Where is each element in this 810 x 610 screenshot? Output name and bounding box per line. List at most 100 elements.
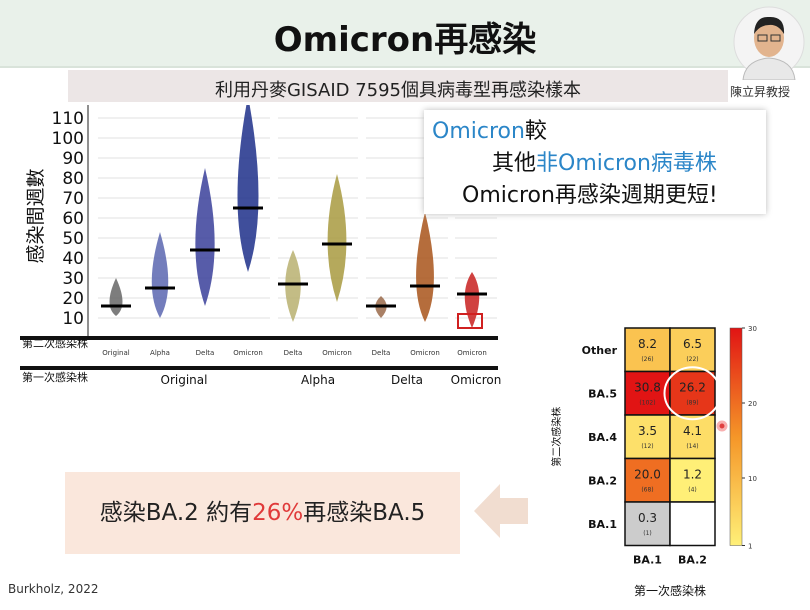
title-bar — [0, 0, 810, 68]
strain-label: Omicron — [410, 349, 440, 357]
cell-value: 0.3 — [638, 511, 657, 525]
cell-value: 20.0 — [634, 468, 661, 482]
arrow — [474, 484, 528, 538]
colorbar-tick-label: 30 — [748, 325, 757, 333]
subtitle-bar — [68, 70, 728, 102]
cell-count: (1) — [643, 530, 652, 537]
citation: Burkholz, 2022 — [8, 582, 99, 596]
median-bar — [145, 286, 175, 290]
cell-count: (14) — [686, 443, 698, 450]
swarm — [327, 174, 347, 302]
y-tick-label: 60 — [62, 209, 84, 229]
median-bar — [457, 292, 487, 296]
axis-bar — [20, 336, 498, 340]
col-label: BA.1 — [633, 554, 662, 567]
group-label: Alpha — [301, 373, 335, 387]
cell-count: (68) — [641, 487, 653, 494]
axis-bar — [20, 366, 498, 370]
conclusion-text: 再感染BA.5 — [303, 500, 426, 526]
strain-label: Delta — [284, 349, 303, 357]
strain-label: Delta — [196, 349, 215, 357]
colorbar-tick-label: 1 — [748, 543, 752, 551]
y-axis-label: 感染間週數 — [25, 168, 47, 263]
median-bar — [366, 304, 396, 308]
strain-label: Original — [102, 349, 129, 357]
cell-count: (89) — [686, 400, 698, 407]
y-tick-label: 80 — [62, 169, 84, 189]
cell-value: 1.2 — [683, 468, 702, 482]
y-tick-label: 110 — [52, 109, 84, 129]
cell — [669, 501, 716, 547]
colorbar — [729, 327, 743, 546]
cell-value: 30.8 — [634, 381, 661, 395]
group-label: Original — [161, 373, 208, 387]
col-label: BA.2 — [678, 554, 707, 567]
pointer — [716, 420, 728, 432]
median-bar — [322, 242, 352, 246]
median-bar — [278, 282, 308, 286]
subtitle: 利用丹麥GISAID 7595個具病毒型再感染樣本 — [214, 80, 582, 101]
title: Omicron再感染 — [273, 20, 537, 60]
cell-value: 4.1 — [683, 424, 702, 438]
cell — [669, 370, 716, 416]
callout-line: Omicron再感染週期更短! — [432, 180, 766, 212]
callout-line: Omicron較 — [432, 116, 766, 148]
cell — [669, 414, 716, 460]
cell — [624, 327, 671, 373]
callout-text: 其他 — [492, 151, 537, 176]
callout-line: 其他非Omicron病毒株 — [432, 148, 766, 180]
cell-count: (4) — [688, 487, 697, 494]
swarm — [416, 212, 434, 322]
median-bar — [190, 248, 220, 252]
row-label: BA.2 — [588, 474, 617, 487]
cell-count: (26) — [641, 356, 653, 363]
row-label: 第一次感染株 — [22, 370, 88, 384]
row-label: BA.4 — [588, 431, 617, 444]
cell-value: 3.5 — [638, 424, 657, 438]
y-tick-label: 100 — [52, 129, 84, 149]
conclusion-text: 感染BA.2 約有 — [99, 500, 253, 526]
cell — [624, 370, 671, 416]
presenter-name: 陳立昇教授 — [730, 85, 791, 99]
y-tick-label: 40 — [62, 249, 84, 269]
y-tick-label: 90 — [62, 149, 84, 169]
strain-label: Alpha — [150, 349, 170, 357]
cell — [624, 457, 671, 503]
swarm — [285, 250, 301, 322]
cell-count: (22) — [686, 356, 698, 363]
x-axis-label: 第一次感染株 — [634, 583, 706, 598]
colorbar-tick-label: 10 — [748, 475, 757, 483]
y-tick-label: 70 — [62, 189, 84, 209]
y-axis-label: 第二次感染株 — [550, 407, 563, 467]
cell-count: (12) — [641, 443, 653, 450]
group-label: Delta — [391, 373, 423, 387]
y-tick-label: 10 — [62, 309, 84, 329]
row-label: BA.1 — [588, 518, 617, 531]
swarm — [195, 168, 215, 306]
median-bar — [101, 304, 131, 308]
y-tick-label: 20 — [62, 289, 84, 309]
callout: Omicron較 其他非Omicron病毒株 Omicron再感染週期更短! — [424, 110, 766, 214]
conclusion-text: 26% — [252, 500, 304, 526]
strain-label: Omicron — [457, 349, 487, 357]
group-label: Omicron — [451, 373, 502, 387]
conclusion: 感染BA.2 約有26%再感染BA.5 — [65, 472, 460, 554]
presenter-photo — [733, 6, 805, 80]
strain-label: Delta — [372, 349, 391, 357]
y-tick-label: 120 — [52, 105, 84, 109]
median-bar — [410, 284, 440, 288]
cell-value: 26.2 — [679, 381, 706, 395]
row-label: BA.5 — [588, 387, 617, 400]
cell-count: (102) — [639, 400, 655, 407]
cell — [624, 414, 671, 460]
highlight-box — [457, 313, 483, 329]
swarm — [151, 232, 169, 318]
cell-value: 8.2 — [638, 337, 657, 351]
heatmap: Other 8.2 (26) 6.5 (22) BA.5 30.8 (102) 26.2 (89)… — [550, 325, 757, 598]
callout-text: 較 — [524, 119, 547, 144]
callout-text: 非Omicron病毒株 — [536, 151, 717, 176]
callout-text: Omicron — [432, 119, 525, 144]
cell-value: 6.5 — [683, 337, 702, 351]
strain-label: Omicron — [233, 349, 263, 357]
